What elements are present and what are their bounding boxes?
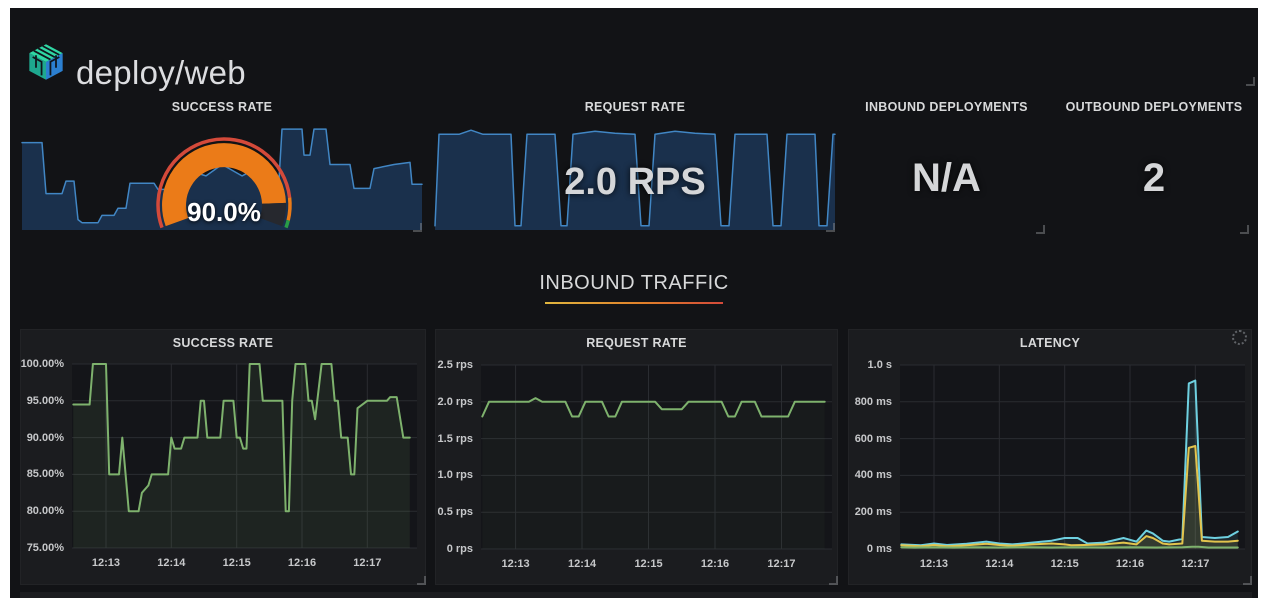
- deploy-logo-icon: [26, 42, 66, 82]
- next-row-panel-edge: [20, 592, 1252, 598]
- y-axis-tick-label: 75.00%: [26, 542, 64, 554]
- loading-spinner-icon: [1232, 330, 1247, 345]
- request-rate-value: 2.0 RPS: [564, 161, 706, 203]
- y-axis-tick-label: 600 ms: [854, 432, 892, 445]
- request-rate-sparkline-chart[interactable]: [434, 126, 836, 230]
- x-axis-tick-label: 12:15: [222, 557, 251, 569]
- x-axis-tick-label: 12:15: [1050, 558, 1079, 570]
- y-axis-tick-label: 200 ms: [854, 506, 892, 519]
- panel-resize-handle[interactable]: [1036, 225, 1045, 234]
- x-axis-tick-label: 12:14: [985, 558, 1014, 570]
- y-axis-tick-label: 1.5 rps: [437, 432, 473, 445]
- y-axis-tick-label: 85.00%: [26, 468, 64, 481]
- y-axis-tick-label: 2.0 rps: [437, 395, 473, 408]
- section-title-inbound-traffic: INBOUND TRAFFIC: [539, 272, 729, 294]
- section-title-underline: [545, 302, 723, 304]
- dashboard-title: deploy/web: [76, 54, 246, 91]
- panel-resize-handle[interactable]: [826, 223, 835, 232]
- request-rate-graph-chart[interactable]: 2.5 rps 2.0 rps 1.5 rps 1.0 rps 0.5 rps 0 rps…: [438, 359, 832, 570]
- y-axis-tick-label: 80.00%: [26, 505, 64, 518]
- x-axis-tick-label: 12:15: [634, 558, 663, 570]
- x-axis-tick-label: 12:13: [919, 558, 949, 570]
- panel-title-outbound-deployments[interactable]: OUTBOUND DEPLOYMENTS: [1065, 100, 1243, 114]
- panel-title-request-rate[interactable]: REQUEST RATE: [584, 100, 686, 114]
- x-axis-tick-label: 12:13: [501, 558, 530, 570]
- panel-resize-handle[interactable]: [1243, 576, 1252, 585]
- x-axis-tick-label: 12:16: [287, 557, 317, 569]
- success-rate-graph-chart[interactable]: 100.00% 95.00% 90.00% 85.00% 80.00% 75.00% 12:…: [21, 358, 417, 569]
- y-axis-tick-label: 1.0 rps: [437, 469, 473, 482]
- panel-resize-handle[interactable]: [1246, 77, 1255, 86]
- outbound-deployments-value: 2: [1142, 156, 1166, 200]
- y-axis-tick-label: 95.00%: [26, 394, 64, 407]
- panel-title-latency-graph[interactable]: LATENCY: [1019, 336, 1081, 350]
- y-axis-tick-label: 800 ms: [854, 395, 892, 408]
- x-axis-tick-label: 12:17: [353, 557, 382, 569]
- success-rate-gauge: [152, 132, 296, 232]
- panel-title-success-rate[interactable]: SUCCESS RATE: [171, 100, 273, 114]
- panel-resize-handle[interactable]: [417, 576, 426, 585]
- x-axis-tick-label: 12:17: [767, 558, 796, 570]
- y-axis-tick-label: 0.5 rps: [437, 506, 473, 519]
- x-axis-tick-label: 12:14: [157, 557, 186, 569]
- y-axis-tick-label: 100.00%: [20, 358, 64, 370]
- panel-resize-handle[interactable]: [413, 223, 422, 232]
- panel-resize-handle[interactable]: [829, 576, 838, 585]
- gauge-value-label: 90.0%: [187, 197, 261, 227]
- panel-title-request-rate-graph[interactable]: REQUEST RATE: [586, 336, 687, 350]
- x-axis-tick-label: 12:16: [700, 558, 730, 570]
- inbound-deployments-value: N/A: [912, 156, 981, 200]
- latency-graph-chart[interactable]: 1.0 s 800 ms 600 ms 400 ms 200 ms 0 ms 12:13 12…: [855, 359, 1245, 570]
- x-axis-tick-label: 12:17: [1181, 558, 1210, 570]
- x-axis-tick-label: 12:14: [567, 558, 597, 570]
- x-axis-tick-label: 12:16: [1115, 558, 1145, 570]
- panel-title-success-rate-graph[interactable]: SUCCESS RATE: [172, 336, 274, 350]
- y-axis-tick-label: 0 rps: [446, 543, 473, 555]
- y-axis-tick-label: 90.00%: [26, 431, 64, 444]
- y-axis-tick-label: 400 ms: [854, 469, 892, 482]
- panel-resize-handle[interactable]: [1240, 225, 1249, 234]
- y-axis-tick-label: 0 ms: [866, 543, 892, 555]
- y-axis-tick-label: 1.0 s: [867, 359, 892, 371]
- y-axis-tick-label: 2.5 rps: [437, 359, 473, 371]
- panel-title-inbound-deployments[interactable]: INBOUND DEPLOYMENTS: [865, 100, 1028, 114]
- x-axis-tick-label: 12:13: [91, 557, 121, 569]
